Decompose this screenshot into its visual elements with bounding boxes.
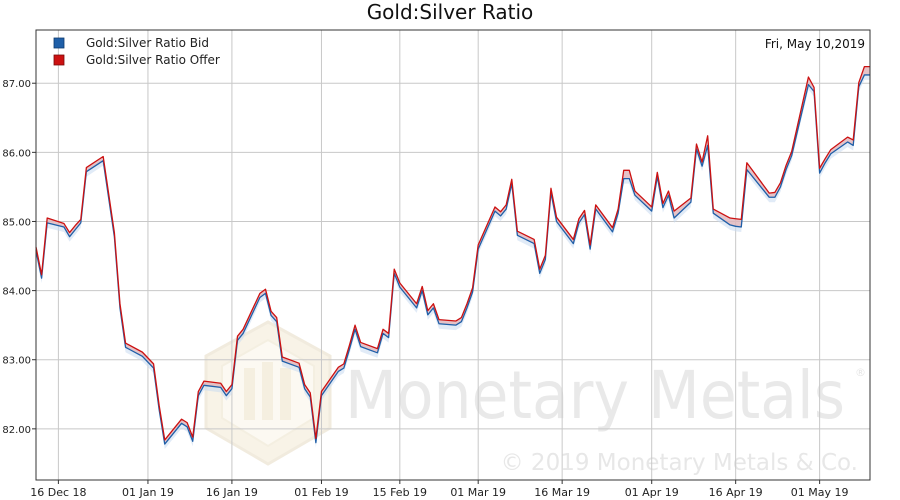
- legend: Gold:Silver Ratio Bid Gold:Silver Ratio …: [53, 36, 220, 67]
- watermark-logo-text: Monetary Metals: [345, 357, 845, 434]
- x-tick-label: 01 May 19: [791, 486, 849, 499]
- series-line-offer: [35, 65, 870, 441]
- legend-label-offer: Gold:Silver Ratio Offer: [86, 53, 220, 67]
- x-tick-label: 15 Feb 19: [373, 486, 427, 499]
- x-tick-label: 01 Feb 19: [294, 486, 348, 499]
- y-tick-label: 83.00: [2, 356, 31, 367]
- legend-swatch-offer: [53, 54, 65, 66]
- legend-label-bid: Gold:Silver Ratio Bid: [86, 36, 209, 50]
- x-tick-label: 16 Apr 19: [709, 486, 763, 499]
- x-axis: 16 Dec 18 01 Jan 19 16 Jan 19 01 Feb 19 15 F…: [30, 480, 848, 499]
- y-tick-label: 87.00: [2, 79, 31, 90]
- date-label: Fri, May 10,2019: [765, 37, 865, 51]
- legend-item-offer[interactable]: Gold:Silver Ratio Offer: [53, 53, 220, 67]
- x-tick-label: 16 Mar 19: [534, 486, 590, 499]
- x-tick-label: 01 Apr 19: [625, 486, 679, 499]
- watermark: Monetary Metals ® © 2019 Monetary Metals…: [204, 320, 866, 476]
- chart-title: Gold:Silver Ratio: [367, 0, 534, 24]
- y-tick-label: 84.00: [2, 287, 31, 298]
- watermark-copyright: © 2019 Monetary Metals & Co.: [501, 450, 858, 476]
- plot-area-frame: [35, 29, 871, 481]
- y-tick-label: 82.00: [2, 425, 31, 436]
- x-tick-label: 16 Jan 19: [206, 486, 258, 499]
- x-tick-label: 01 Mar 19: [450, 486, 506, 499]
- series-lines: [35, 65, 870, 445]
- y-tick-label: 85.00: [2, 217, 31, 228]
- x-tick-label: 01 Jan 19: [122, 486, 174, 499]
- watermark-registered-mark: ®: [855, 366, 866, 379]
- legend-item-bid[interactable]: Gold:Silver Ratio Bid: [53, 36, 209, 50]
- legend-swatch-bid: [53, 37, 65, 49]
- x-tick-label: 16 Dec 18: [30, 486, 86, 499]
- y-axis: 82.00 83.00 84.00 85.00 86.00 87.00: [2, 79, 36, 436]
- series-line-bid: [35, 74, 870, 445]
- y-tick-label: 86.00: [2, 148, 31, 159]
